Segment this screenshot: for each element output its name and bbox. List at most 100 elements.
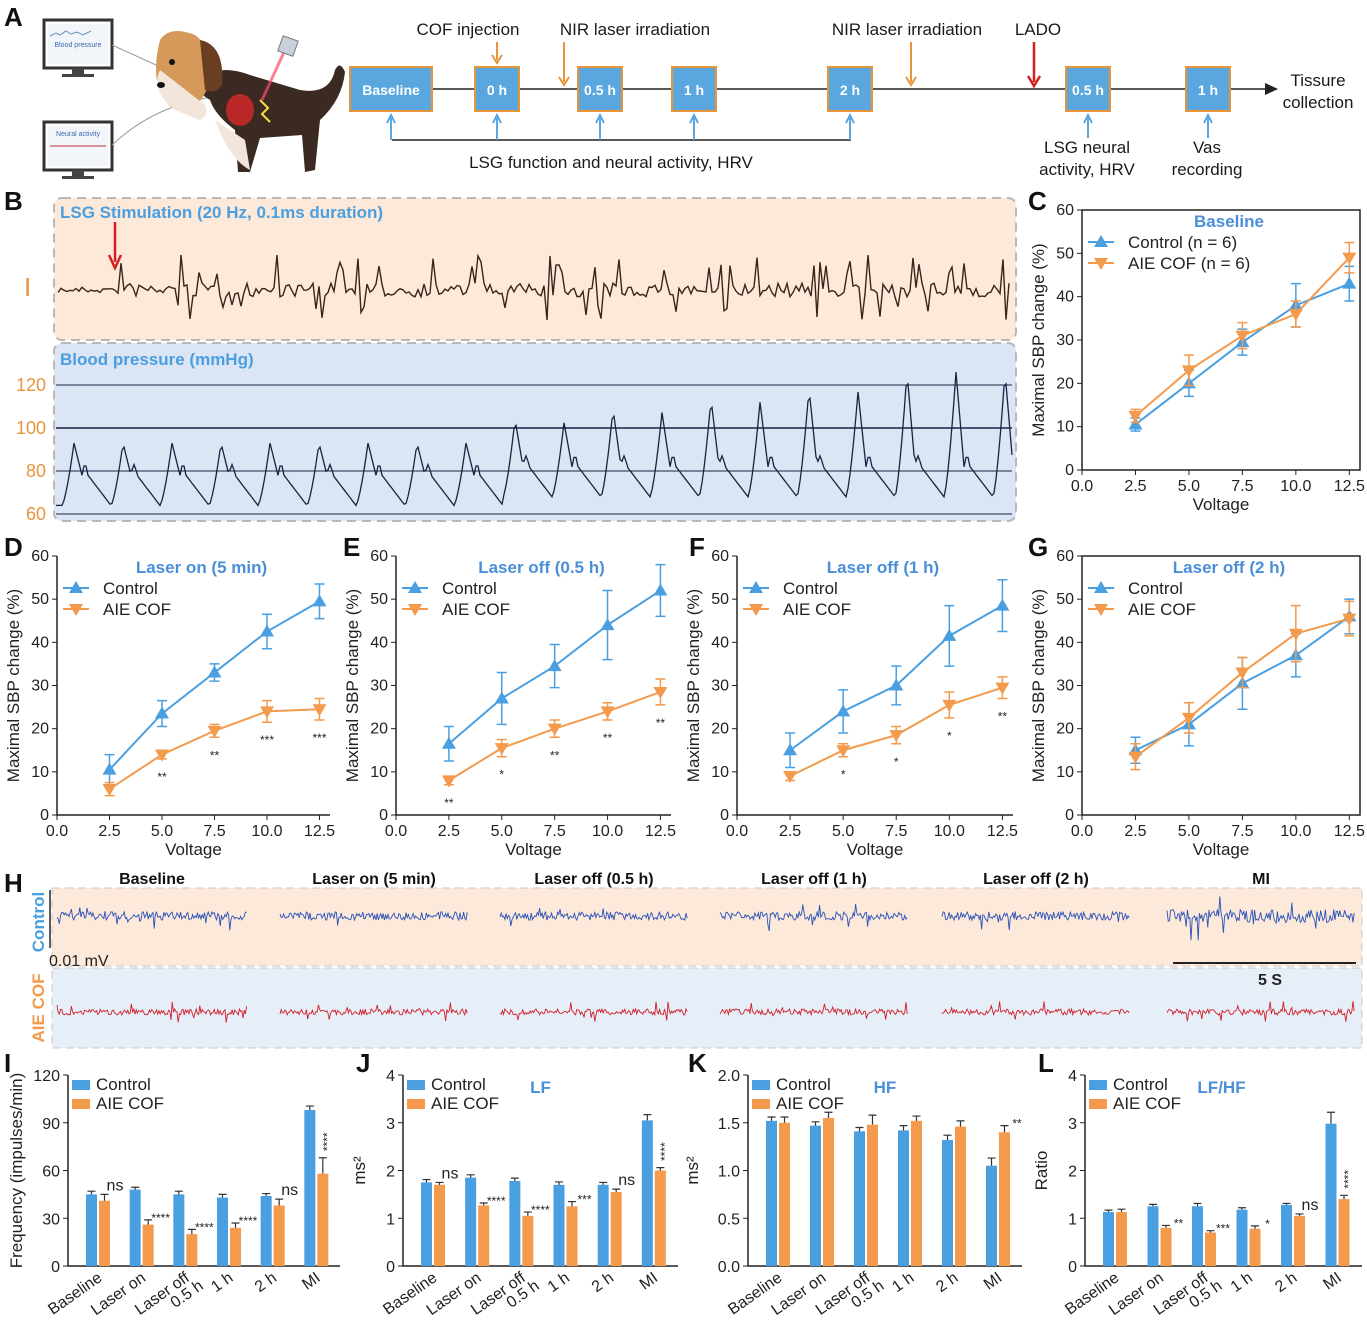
chart-f-series-0-point <box>836 704 851 717</box>
chart-g-xtick-label: 2.5 <box>1124 823 1146 840</box>
control-row-label: Control <box>29 892 48 952</box>
chart-j-significance: **** <box>658 1142 672 1161</box>
chart-e-xtick-label: 7.5 <box>544 823 566 840</box>
chart-c-ylabel: Maximal SBP change (%) <box>1029 243 1048 436</box>
chart-k-bar-control <box>942 1139 953 1266</box>
chart-l-errorbar <box>1104 1209 1113 1213</box>
chart-d-ytick-label: 60 <box>31 548 49 565</box>
panel-label-k: K <box>688 1048 707 1078</box>
timeline-up-arrow-1 <box>492 112 502 140</box>
aie-nerve-trace-2 <box>499 1001 688 1022</box>
nir-arrow-1 <box>558 42 570 87</box>
chart-l-errorbar <box>1327 1111 1335 1124</box>
time-scale-label: 5 S <box>1258 972 1282 989</box>
chart-i-category-label: 1 h <box>208 1269 236 1296</box>
chart-f-series-1-point <box>836 745 851 758</box>
lead-i-label: I <box>24 272 31 302</box>
ecg-background <box>53 197 1017 341</box>
chart-j-legend-label-1: AIE COF <box>431 1094 499 1113</box>
chart-l-errorbar <box>1193 1202 1202 1207</box>
chart-j-bar-control <box>597 1184 609 1266</box>
chart-d-xtick-label: 5.0 <box>151 823 173 840</box>
chart-j-errorbar <box>656 1167 665 1171</box>
stimulation-label: LSG Stimulation (20 Hz, 0.1ms duration) <box>60 203 383 222</box>
chart-i-ylabel: Frequency (impulses/min) <box>7 1073 26 1269</box>
chart-i-errorbar <box>100 1193 109 1201</box>
chart-k-bar-control <box>810 1125 821 1266</box>
chart-g-ytick-label: 60 <box>1056 548 1074 565</box>
chart-i-legend-label-1: AIE COF <box>96 1094 164 1113</box>
chart-e-significance: ** <box>603 731 613 745</box>
chart-f-xtick-label: 0.0 <box>726 823 748 840</box>
control-nerve-trace-1 <box>279 911 468 926</box>
chart-d-series-0-point <box>260 624 274 637</box>
chart-d-xtick-label: 12.5 <box>304 823 335 840</box>
chart-c-xlabel: Voltage <box>1193 495 1250 514</box>
chart-f-series-0-point <box>995 598 1010 611</box>
chart-d-legend-label-0: Control <box>103 579 158 598</box>
monitor-neural-activity: Neural activity <box>42 120 114 179</box>
chart-i-errorbar <box>305 1105 314 1111</box>
chart-j-ytick-label: 0 <box>386 1259 395 1276</box>
chart-d-legend-label-1: AIE COF <box>103 600 171 619</box>
chart-d-significance: ** <box>210 748 220 762</box>
timeline-box-label-0: Baseline <box>362 82 420 98</box>
chart-i-significance: **** <box>320 1132 334 1151</box>
chart-l-errorbar <box>1238 1207 1246 1210</box>
chart-j-significance: ns <box>618 1172 635 1189</box>
chart-i-significance: **** <box>239 1214 258 1228</box>
nerve-recording-titles: Baseline Laser on (5 min) Laser off (0.5 h… <box>119 871 1270 888</box>
control-trace-background <box>51 887 1363 967</box>
chart-l-errorbar <box>1340 1194 1348 1200</box>
bp-tick-120: 120 <box>16 375 46 395</box>
chart-e-title: Laser off (0.5 h) <box>478 558 605 577</box>
nerve-traces <box>56 896 1355 1023</box>
chart-c-series-0-point <box>1128 417 1143 430</box>
chart-j-errorbar <box>568 1200 576 1207</box>
chart-k-bar-aie <box>823 1117 834 1266</box>
chart-j-ytick-label: 4 <box>386 1068 395 1085</box>
recording-title-2: Laser off (0.5 h) <box>534 871 653 888</box>
bp-trace <box>56 372 1013 507</box>
chart-k-bar-control <box>854 1131 865 1266</box>
chart-c-legend-label-0: Control (n = 6) <box>1128 233 1237 252</box>
chart-e-series-1-point <box>441 775 456 788</box>
recording-title-1: Laser on (5 min) <box>312 871 436 888</box>
chart-g-ytick-label: 30 <box>1056 678 1074 695</box>
chart-i-errorbar <box>262 1192 271 1196</box>
chart-l-errorbar <box>1162 1224 1170 1228</box>
chart-e-significance: ** <box>656 716 666 730</box>
chart-i-ytick-label: 0 <box>51 1259 60 1276</box>
chart-i-bar-aie <box>186 1234 198 1266</box>
chart-c-ytick-label: 30 <box>1056 332 1074 349</box>
chart-d-title: Laser on (5 min) <box>136 558 267 577</box>
timeline-box-label-1: 0 h <box>487 82 507 98</box>
chart-l-category-label: 1 h <box>1228 1269 1256 1296</box>
chart-k-errorbar <box>912 1115 921 1121</box>
chart-d-series-1-point <box>155 749 169 762</box>
chart-j-bar-control <box>465 1177 477 1266</box>
chart-k-errorbar <box>987 1157 996 1166</box>
chart-k-errorbar <box>1000 1125 1009 1133</box>
chart-j-bar-aie <box>566 1206 578 1266</box>
chart-d-series-0-point <box>312 594 327 607</box>
panel-label-j: J <box>356 1048 370 1078</box>
chart-j-ytick-label: 1 <box>386 1211 395 1228</box>
control-nerve-trace-2 <box>499 908 688 927</box>
chart-g-title: Laser off (2 h) <box>1173 558 1285 577</box>
chart-k-category-label: 2 h <box>933 1269 961 1296</box>
chart-l-significance: ** <box>1174 1216 1184 1230</box>
chart-k-errorbar <box>824 1111 833 1118</box>
chart-j-legend-swatch-1 <box>407 1099 425 1109</box>
chart-l-significance: ns <box>1302 1197 1319 1214</box>
chart-c-xtick-label: 2.5 <box>1124 478 1146 495</box>
panel-label-b: B <box>4 186 23 216</box>
chart-l-legend-label-0: Control <box>1113 1075 1168 1094</box>
chart-l-bar-control <box>1192 1206 1203 1266</box>
chart-d-xlabel: Voltage <box>165 840 222 859</box>
bp-gridlines <box>56 384 1012 515</box>
chart-e-significance: ** <box>444 796 454 810</box>
chart-e-xtick-label: 12.5 <box>645 823 676 840</box>
chart-l-bar-aie <box>1338 1199 1350 1266</box>
chart-k-bar-aie <box>779 1122 790 1266</box>
